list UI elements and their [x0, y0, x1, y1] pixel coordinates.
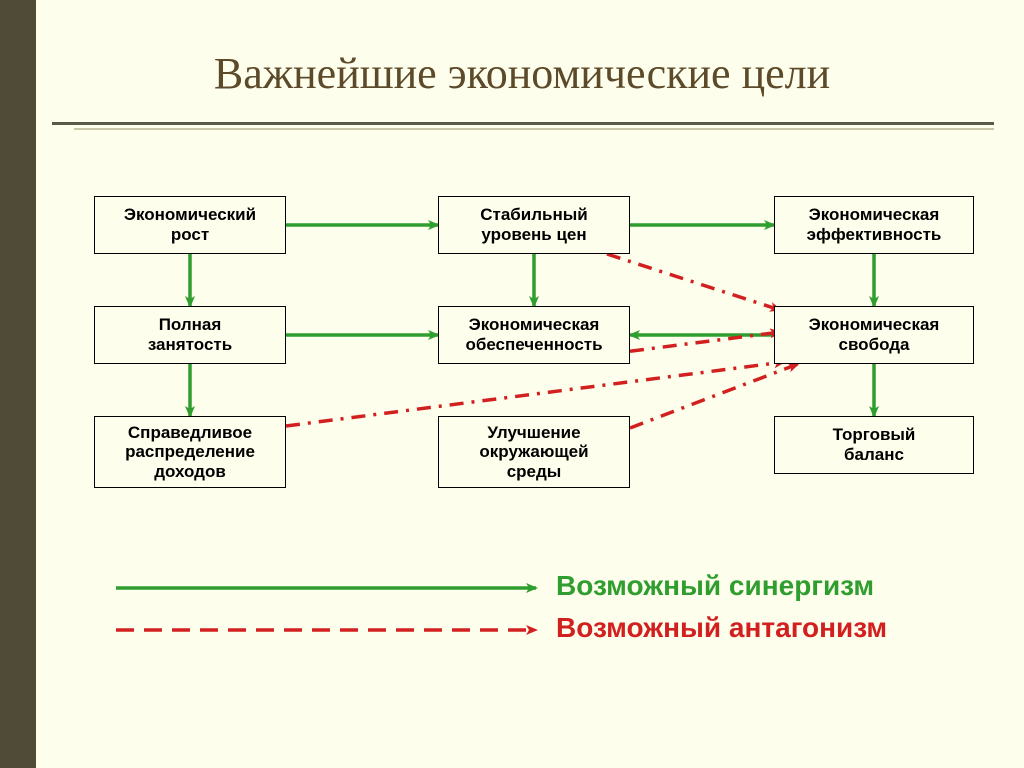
node-n11: Экономическаяобеспеченность	[438, 306, 630, 364]
sidebar-accent	[0, 0, 36, 768]
legend-antagonism-label: Возможный антагонизм	[556, 612, 887, 644]
node-n21: Улучшениеокружающейсреды	[438, 416, 630, 488]
node-n12: Экономическаясвобода	[774, 306, 974, 364]
node-n01: Стабильныйуровень цен	[438, 196, 630, 254]
diagram-area: Экономическийрост Стабильныйуровень цен Эк…	[36, 0, 1024, 768]
node-n20: Справедливоераспределениедоходов	[94, 416, 286, 488]
connectors-svg	[36, 0, 1024, 768]
node-n22: Торговыйбаланс	[774, 416, 974, 474]
node-n02: Экономическаяэффективность	[774, 196, 974, 254]
node-n00: Экономическийрост	[94, 196, 286, 254]
legend-synergy-label: Возможный синергизм	[556, 570, 874, 602]
node-n10: Полнаязанятость	[94, 306, 286, 364]
